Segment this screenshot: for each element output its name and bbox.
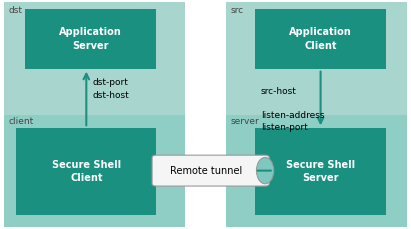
Text: dst-host: dst-host	[92, 90, 129, 100]
Text: listen-address: listen-address	[261, 111, 325, 120]
Text: listen-port: listen-port	[261, 123, 308, 132]
Bar	[226, 2, 407, 119]
Bar	[25, 9, 156, 69]
Bar	[255, 128, 386, 215]
Text: Secure Shell
Client: Secure Shell Client	[52, 160, 121, 183]
Text: Secure Shell
Server: Secure Shell Server	[286, 160, 355, 183]
Text: src: src	[230, 6, 243, 15]
Text: server: server	[230, 117, 259, 126]
Bar	[255, 9, 386, 69]
Text: Application
Client: Application Client	[289, 27, 352, 51]
Text: client: client	[8, 117, 33, 126]
Ellipse shape	[256, 158, 274, 184]
Bar	[226, 114, 407, 227]
Text: dst: dst	[8, 6, 22, 15]
Bar	[16, 128, 156, 215]
Text: Remote tunnel: Remote tunnel	[170, 166, 242, 176]
Text: src-host: src-host	[261, 87, 297, 96]
Bar	[4, 114, 185, 227]
FancyBboxPatch shape	[152, 155, 269, 186]
Text: dst-port: dst-port	[92, 78, 128, 87]
Bar	[4, 2, 185, 119]
Text: Application
Server: Application Server	[59, 27, 122, 51]
